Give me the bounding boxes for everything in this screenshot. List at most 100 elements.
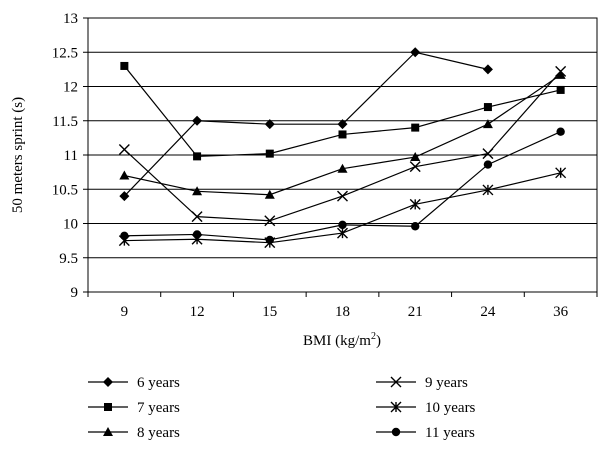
- legend-marker: [390, 401, 402, 413]
- data-point-marker: [483, 103, 492, 112]
- legend-marker: [104, 403, 112, 411]
- x-axis-label-tail: ): [376, 333, 381, 349]
- x-axis-label-superscript: 2: [371, 331, 376, 342]
- data-point-marker: [120, 61, 129, 70]
- series-line: [123, 65, 561, 157]
- data-point-marker-shape: [120, 231, 129, 241]
- legend: 6 years 7 years 8 years 9 years 10 years 11 y…: [88, 375, 476, 441]
- data-point-marker: [555, 65, 567, 77]
- legend-marker-shape: [103, 377, 113, 387]
- data-point-marker: [119, 170, 130, 180]
- x-tick-label: 12: [190, 304, 205, 320]
- data-point-marker-shape: [556, 85, 565, 94]
- data-point-marker-shape: [482, 64, 493, 75]
- series-6: [120, 127, 565, 245]
- series-3: [119, 69, 566, 199]
- data-point-marker: [482, 64, 493, 75]
- data-point-marker-shape: [410, 152, 421, 162]
- y-tick-label: 10: [63, 217, 78, 233]
- data-point-marker: [337, 190, 348, 202]
- axis-ticks: [83, 17, 598, 297]
- data-point-marker-shape: [193, 152, 202, 161]
- data-point-marker-shape: [264, 189, 275, 199]
- data-point-marker: [409, 161, 421, 173]
- data-point-marker-shape: [120, 61, 129, 70]
- legend-label: 6 years: [137, 375, 180, 391]
- data-point-marker: [556, 127, 565, 136]
- data-point-marker: [120, 231, 129, 241]
- data-point-marker: [482, 148, 494, 160]
- x-axis-label: BMI (kg/m2): [303, 331, 381, 349]
- legend-item: 7 years: [88, 400, 180, 416]
- x-tick-label: 36: [553, 304, 569, 320]
- data-point-marker-shape: [410, 47, 421, 58]
- data-point-marker: [410, 47, 421, 58]
- data-point-marker-shape: [482, 119, 493, 129]
- data-point-marker-shape: [119, 191, 130, 202]
- data-point-marker: [192, 186, 203, 196]
- data-point-marker-shape: [192, 186, 203, 196]
- data-point-marker: [192, 115, 203, 126]
- data-point-marker-shape: [483, 160, 493, 169]
- y-tick-label: 13: [63, 11, 78, 27]
- data-point-marker: [265, 149, 274, 158]
- data-point-marker-shape: [483, 103, 492, 112]
- y-tick-label: 11: [64, 148, 78, 164]
- data-point-marker-shape: [337, 119, 348, 130]
- x-tick-label: 24: [480, 304, 496, 320]
- legend-label: 10 years: [425, 400, 476, 416]
- data-point-marker: [482, 184, 494, 196]
- data-point-marker: [411, 123, 420, 132]
- legend-item: 10 years: [376, 400, 476, 416]
- x-tick-label: 9: [121, 304, 129, 320]
- data-point-marker-shape: [409, 161, 421, 173]
- data-point-marker-shape: [338, 130, 347, 139]
- series-5: [118, 167, 567, 249]
- legend-marker: [103, 427, 113, 436]
- data-point-marker-shape: [119, 170, 130, 180]
- data-point-marker: [556, 85, 565, 94]
- legend-marker: [391, 427, 401, 437]
- data-point-marker-shape: [556, 127, 565, 136]
- legend-marker-shape: [391, 427, 401, 437]
- data-point-marker: [264, 215, 276, 227]
- y-axis-label: 50 meters sprint (s): [10, 97, 26, 213]
- data-point-marker: [337, 163, 348, 173]
- data-point-marker-shape: [337, 227, 348, 239]
- data-point-marker-shape: [411, 222, 420, 231]
- series-1: [119, 47, 493, 202]
- y-tick-label: 12: [63, 80, 78, 96]
- data-point-marker-shape: [264, 119, 275, 130]
- data-point-marker: [411, 222, 420, 231]
- data-point-marker-shape: [411, 123, 420, 132]
- data-point-marker-shape: [264, 215, 276, 227]
- x-tick-label: 21: [408, 304, 423, 320]
- series-2: [120, 61, 565, 161]
- legend-item: 11 years: [376, 425, 475, 441]
- series-line: [123, 51, 489, 197]
- series-4: [118, 65, 567, 227]
- legend-label: 8 years: [137, 425, 180, 441]
- legend-marker: [390, 376, 402, 388]
- data-point-marker: [410, 152, 421, 162]
- data-point-marker: [191, 211, 203, 223]
- y-tick-label: 11.5: [52, 114, 78, 130]
- data-point-marker-shape: [265, 235, 274, 245]
- data-point-marker-shape: [191, 211, 203, 223]
- legend-marker-shape: [390, 401, 402, 413]
- legend-marker-shape: [104, 403, 112, 411]
- data-point-marker-shape: [555, 167, 567, 179]
- data-point-marker: [555, 167, 567, 179]
- data-point-marker: [555, 69, 566, 79]
- data-point-marker: [409, 198, 421, 210]
- data-point-marker-shape: [555, 65, 567, 77]
- data-point-marker-shape: [338, 220, 347, 230]
- data-point-marker-shape: [192, 230, 202, 239]
- y-tick-label: 9: [71, 285, 79, 301]
- series-layer: [118, 47, 567, 249]
- y-tick-label: 12.5: [52, 45, 78, 61]
- data-point-marker: [192, 230, 202, 239]
- legend-marker: [103, 377, 113, 387]
- legend-item: 9 years: [376, 375, 468, 391]
